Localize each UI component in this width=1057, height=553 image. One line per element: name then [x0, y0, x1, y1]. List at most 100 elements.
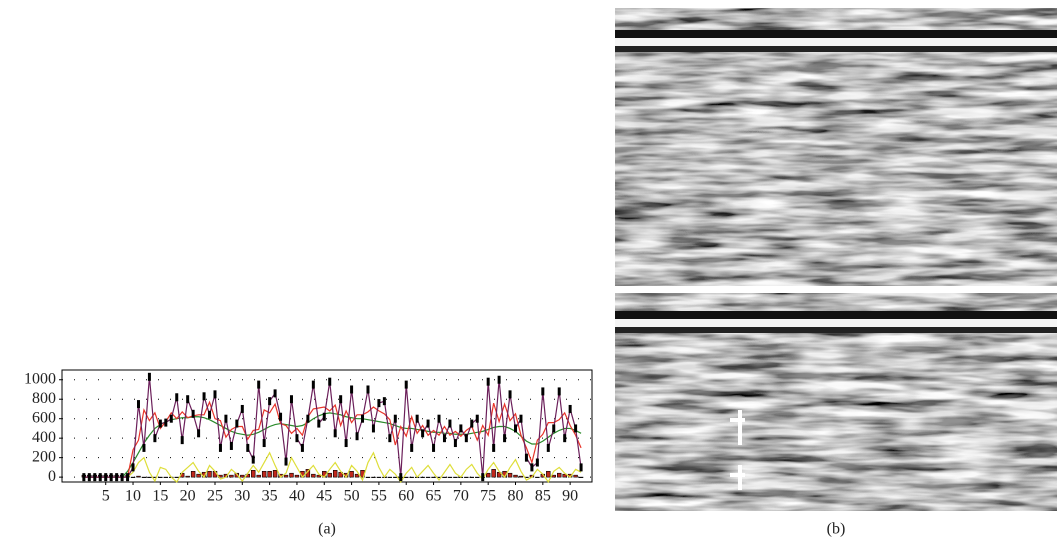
marker	[104, 473, 108, 482]
marker	[475, 414, 479, 423]
bar	[409, 476, 414, 478]
marker	[147, 372, 151, 381]
marker	[158, 419, 162, 428]
marker	[492, 443, 496, 452]
bar	[387, 476, 393, 478]
plot-frame	[61, 369, 593, 483]
bar	[130, 476, 136, 478]
marker	[109, 473, 113, 482]
x-tick-label: 25	[207, 488, 223, 505]
bar	[267, 470, 272, 478]
bar	[431, 476, 436, 478]
bar	[420, 476, 425, 478]
bar	[316, 474, 322, 478]
caption: (a)	[318, 521, 336, 538]
marker	[344, 439, 348, 448]
marker	[530, 463, 534, 472]
bar	[496, 471, 502, 478]
marker	[229, 441, 233, 450]
marker	[164, 418, 168, 427]
marker	[240, 404, 244, 413]
y-tick-label: 600	[32, 409, 56, 426]
marker	[213, 390, 217, 399]
line	[83, 451, 582, 484]
marker	[448, 419, 452, 428]
marker	[317, 419, 321, 428]
marker	[366, 385, 370, 394]
marker	[415, 414, 419, 423]
marker	[486, 377, 490, 386]
marker	[535, 458, 539, 467]
bar	[283, 474, 289, 478]
marker	[257, 380, 261, 389]
x-tick-label: 20	[180, 488, 196, 505]
bar	[573, 474, 578, 478]
x-tick-label: 70	[453, 488, 469, 505]
marker	[197, 429, 201, 438]
marker	[514, 424, 518, 433]
bar	[365, 476, 371, 478]
marker	[333, 429, 337, 438]
marker	[350, 385, 354, 394]
marker	[202, 392, 206, 401]
bar	[190, 470, 196, 478]
bar	[464, 476, 469, 478]
marker	[93, 473, 97, 482]
x-tick-label: 35	[262, 488, 278, 505]
marker	[328, 377, 332, 386]
bar	[453, 476, 458, 478]
marker	[426, 419, 430, 428]
marker	[552, 424, 556, 433]
marker	[459, 424, 463, 433]
bar	[158, 476, 163, 478]
x-tick-label: 15	[152, 488, 168, 505]
marker	[453, 439, 457, 448]
x-tick-label: 65	[426, 488, 442, 505]
radar-image-bottom	[615, 293, 1057, 511]
marker	[273, 389, 277, 398]
marker	[235, 419, 239, 428]
marker	[279, 412, 283, 421]
bar	[234, 472, 240, 478]
bar	[371, 476, 376, 478]
marker	[284, 457, 288, 466]
line	[83, 376, 582, 478]
bar	[272, 470, 278, 478]
bar	[256, 474, 261, 478]
marker	[557, 387, 561, 396]
marker	[399, 473, 403, 482]
x-tick-label: 10	[125, 488, 141, 505]
x-tick-label: 55	[371, 488, 387, 505]
bar	[475, 476, 480, 478]
bar	[376, 476, 382, 478]
y-tick-label: 1000	[24, 370, 56, 387]
marker	[268, 397, 272, 406]
marker	[481, 473, 485, 482]
bar	[185, 475, 190, 478]
marker	[437, 414, 441, 423]
bar	[354, 473, 360, 478]
bar	[535, 476, 540, 478]
bar	[196, 473, 201, 478]
marker	[218, 443, 222, 452]
marker	[136, 400, 140, 409]
bar	[163, 476, 169, 478]
marker	[295, 434, 299, 443]
y-tick-label: 400	[32, 429, 56, 446]
bar	[469, 476, 475, 478]
bar	[207, 470, 212, 478]
marker	[388, 434, 392, 443]
marker	[131, 463, 135, 472]
bar	[327, 472, 332, 478]
marker	[377, 399, 381, 408]
marker	[563, 434, 567, 443]
marker	[371, 424, 375, 433]
x-tick-label: 5	[102, 488, 110, 505]
marker	[208, 410, 212, 419]
marker	[306, 414, 310, 423]
bar	[393, 476, 398, 478]
y-tick-label: 800	[32, 390, 56, 407]
marker	[568, 404, 572, 413]
bar	[311, 473, 316, 478]
